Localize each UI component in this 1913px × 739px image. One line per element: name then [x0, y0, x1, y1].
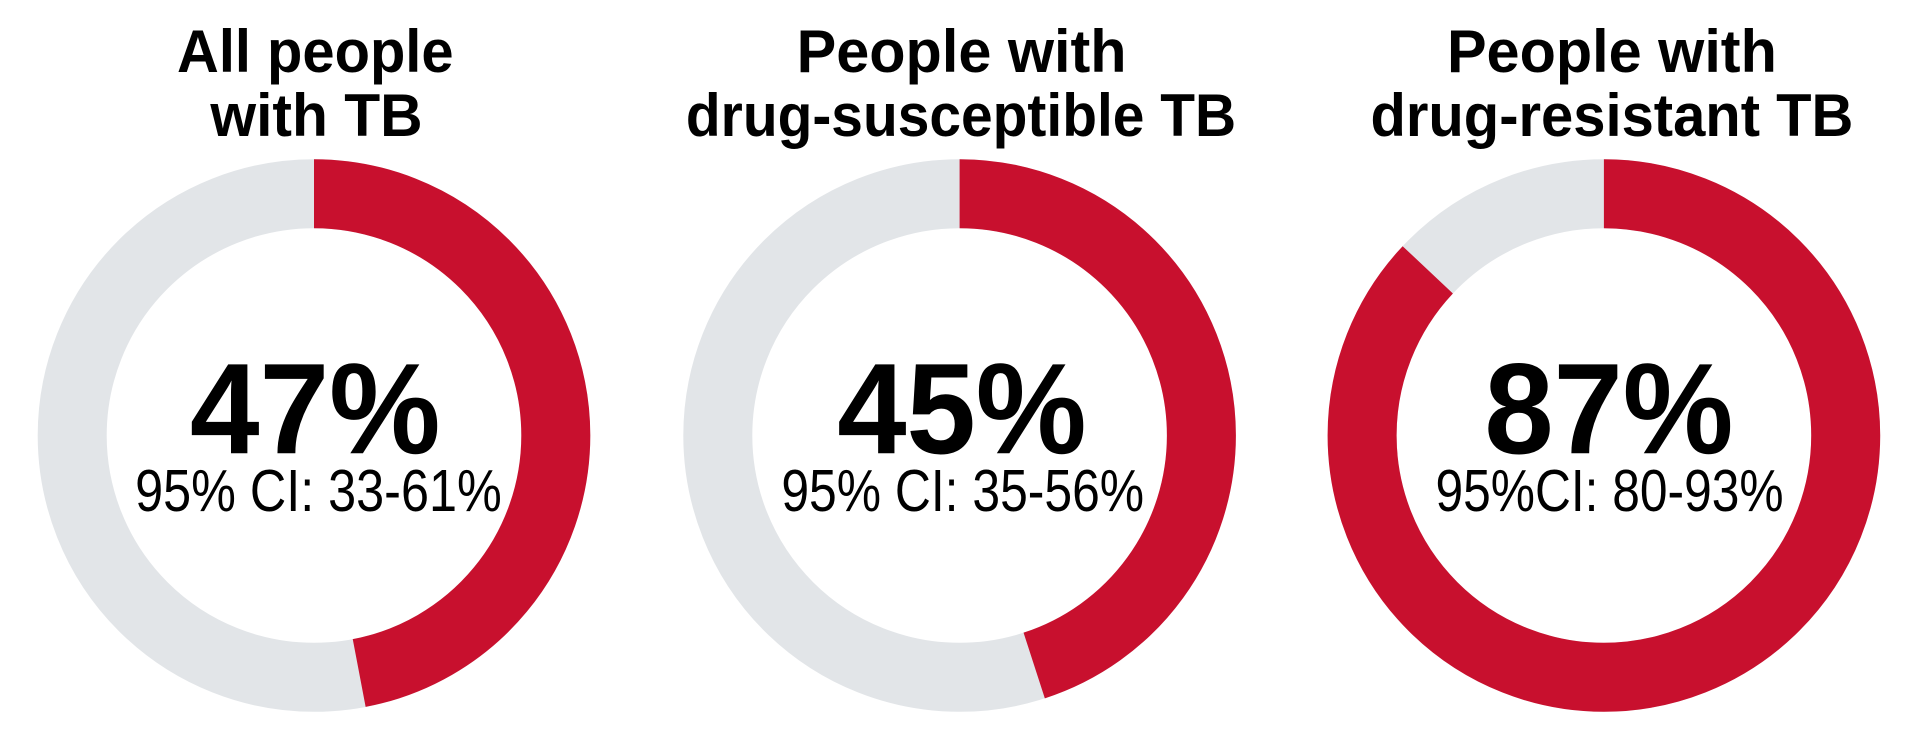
- svg-text:47%: 47%: [190, 336, 441, 480]
- svg-text:People with: People with: [797, 18, 1127, 86]
- svg-text:95% CI: 33-61%: 95% CI: 33-61%: [135, 457, 502, 524]
- svg-text:95%CI: 80-93%: 95%CI: 80-93%: [1435, 456, 1783, 523]
- svg-text:All people: All people: [177, 17, 454, 85]
- svg-text:45%: 45%: [837, 336, 1086, 481]
- svg-text:with TB: with TB: [209, 81, 422, 149]
- svg-text:87%: 87%: [1484, 336, 1733, 481]
- svg-text:drug-susceptible TB: drug-susceptible TB: [686, 82, 1236, 149]
- svg-text:drug-resistant TB: drug-resistant TB: [1370, 81, 1853, 149]
- svg-text:95% CI: 35-56%: 95% CI: 35-56%: [781, 457, 1144, 524]
- svg-text:People with: People with: [1447, 18, 1777, 86]
